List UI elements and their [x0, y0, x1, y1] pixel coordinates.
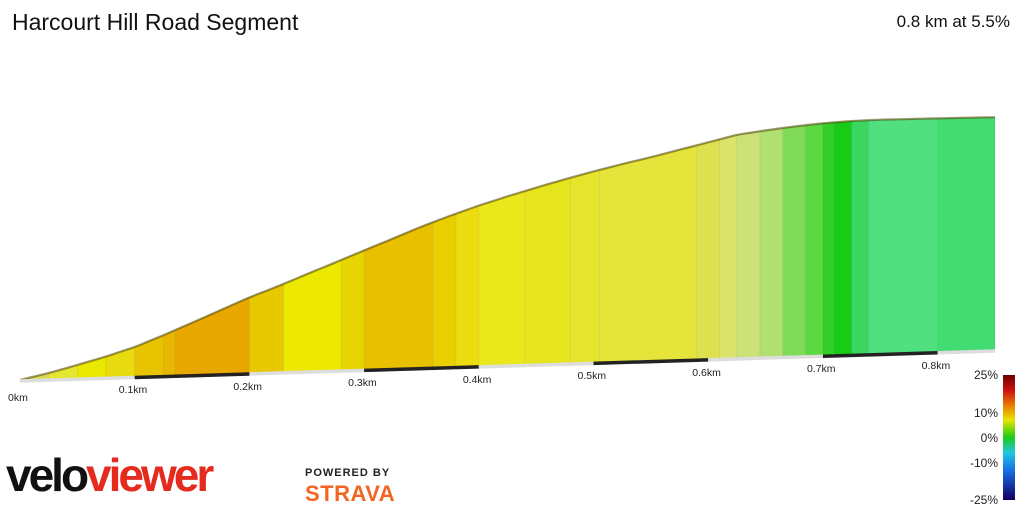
axis-segment-3: [364, 365, 479, 373]
x-tick-label: 0.4km: [462, 373, 492, 386]
gradient-band-8: [283, 259, 342, 373]
x-tick-label: 0km: [8, 392, 28, 404]
x-tick-label: 0.3km: [348, 377, 377, 390]
profile-outline: [19, 116, 996, 382]
gradient-band-11: [432, 213, 457, 368]
gradient-band-13: [478, 190, 526, 367]
profile-top-line: [19, 116, 996, 382]
segment-title: Harcourt Hill Road Segment: [12, 9, 299, 35]
x-tick-label: 0.7km: [806, 363, 836, 376]
legend-label: 10%: [973, 405, 998, 420]
axis-segment-6: [708, 354, 823, 362]
legend-label: 25%: [973, 368, 998, 382]
x-tick-label: 0.1km: [118, 384, 148, 397]
x-axis: [19, 349, 996, 383]
legend-label: -10%: [969, 455, 998, 470]
gradient-band-16: [598, 144, 698, 363]
gradient-band-22: [805, 122, 824, 357]
gradient-band-21: [782, 124, 807, 357]
gradient-band-10: [363, 221, 434, 370]
gradient-bands: [19, 116, 996, 381]
gradient-band-14: [524, 177, 571, 365]
gradient-band-19: [736, 130, 761, 359]
gradient-band-27: [937, 116, 996, 353]
x-tick-label: 0.2km: [233, 380, 262, 393]
legend-label: 0%: [980, 430, 998, 445]
gradient-band-15: [570, 169, 600, 364]
strava-logo: STRAVA: [305, 481, 396, 506]
gradient-band-26: [868, 118, 938, 355]
axis-segment-1: [134, 372, 250, 380]
axis-segment-8: [937, 349, 996, 355]
axis-segment-2: [249, 368, 365, 376]
gradient-band-9: [340, 249, 365, 371]
powered-by-label: POWERED BY: [305, 467, 391, 479]
gradient-band-25: [851, 119, 870, 355]
segment-summary: 0.8 km at 5.5%: [896, 12, 1010, 31]
gradient-band-17: [696, 138, 721, 360]
gradient-legend-bar: [1003, 375, 1015, 500]
x-tick-label: 0.6km: [692, 366, 721, 379]
gradient-band-5: [163, 329, 176, 376]
gradient-band-24: [834, 120, 852, 356]
axis-segment-4: [478, 361, 594, 369]
axis-segment-5: [593, 358, 709, 366]
axis-segment-0: [19, 375, 135, 383]
gradient-band-7: [249, 283, 285, 374]
gradient-band-6: [174, 296, 250, 376]
gradient-band-18: [719, 134, 738, 359]
gradient-band-20: [759, 127, 784, 358]
gradient-band-23: [822, 122, 835, 356]
veloviewer-logo: veloviewer: [6, 449, 214, 501]
axis-segment-7: [822, 351, 938, 359]
gradient-band-12: [455, 205, 480, 367]
x-tick-label: 0.5km: [577, 370, 607, 383]
legend-label: -25%: [969, 493, 998, 507]
x-tick-label: 0.8km: [921, 359, 951, 372]
